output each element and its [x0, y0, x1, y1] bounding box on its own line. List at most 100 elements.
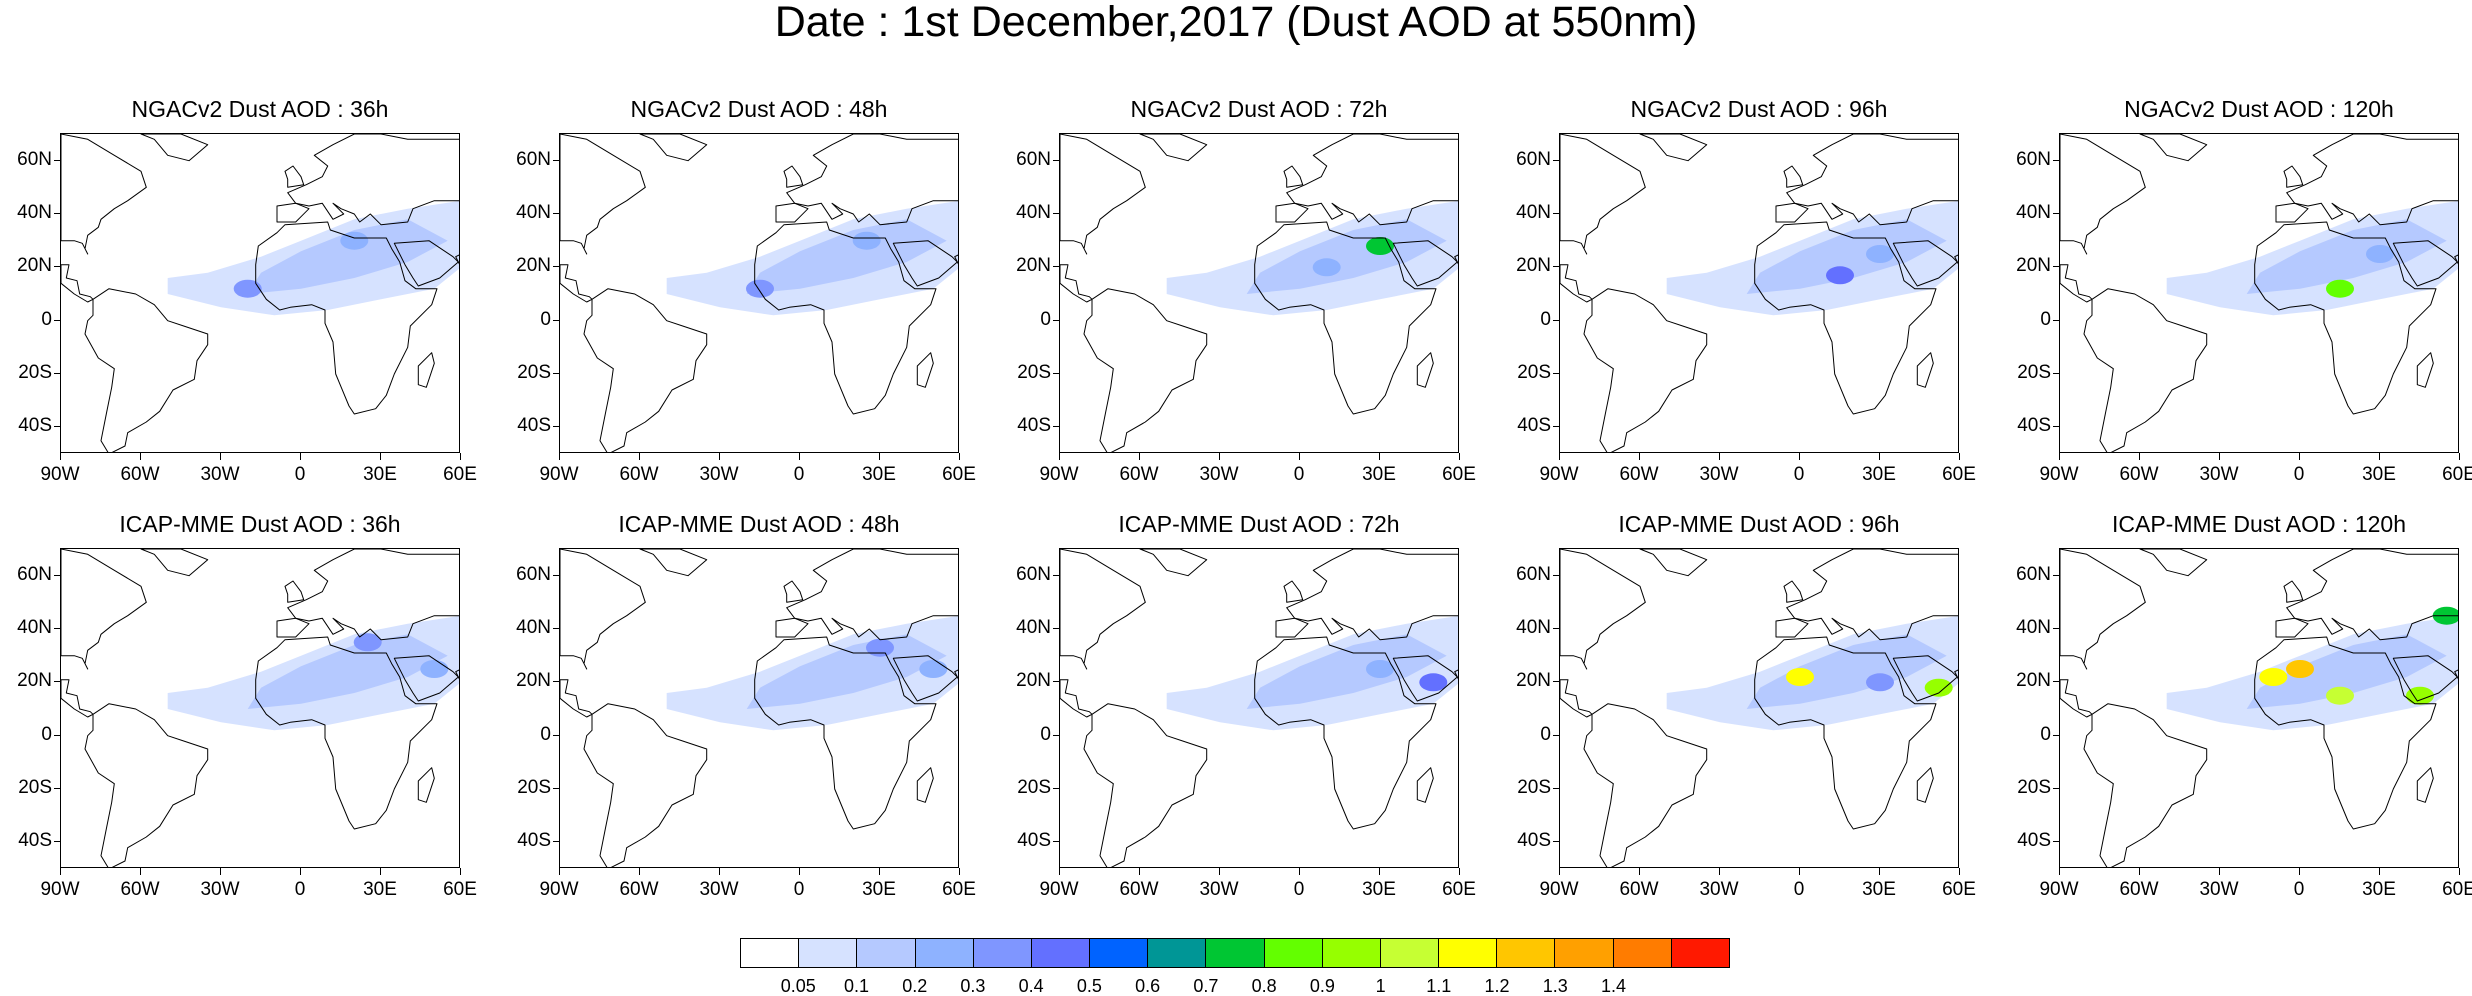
panel-title: ICAP-MME Dust AOD : 96h — [1618, 511, 1900, 537]
latitude-tick — [1553, 628, 1559, 629]
longitude-tick — [639, 453, 640, 460]
longitude-tick — [1219, 868, 1220, 875]
longitude-tick — [639, 868, 640, 875]
latitude-tick — [2053, 628, 2059, 629]
longitude-label: 30E — [862, 464, 896, 485]
latitude-tick — [2053, 681, 2059, 683]
longitude-label: 60W — [619, 879, 659, 900]
colorbar-box — [1380, 939, 1440, 967]
colorbar-label: 0.2 — [902, 976, 928, 996]
latitude-tick — [1553, 574, 1559, 576]
dust-hotspot — [919, 660, 948, 678]
dust-plume-core — [746, 634, 947, 709]
latitude-label: 20N — [2016, 255, 2051, 277]
longitude-label: 60W — [1619, 464, 1659, 485]
latitude-label: 60N — [2016, 148, 2051, 170]
dust-hotspot — [866, 638, 894, 657]
longitude-tick — [140, 453, 141, 460]
latitude-label: 40S — [1017, 415, 1051, 437]
longitude-tick — [2459, 453, 2460, 460]
latitude-label: 0 — [41, 723, 52, 745]
longitude-tick — [1959, 868, 1960, 875]
map-area — [60, 548, 460, 868]
colorbar-label: 0.8 — [1251, 976, 1277, 996]
dust-hotspot — [2259, 668, 2288, 686]
latitude-label: 0 — [2040, 723, 2051, 745]
colorbar-box — [1206, 939, 1265, 967]
latitude-tick — [553, 266, 559, 268]
longitude-tick — [2139, 868, 2140, 875]
dust-hotspot — [1419, 673, 1448, 692]
latitude-tick — [553, 734, 559, 736]
dust-hotspot — [340, 231, 369, 250]
dust-hotspot — [2326, 279, 2354, 298]
longitude-tick — [1719, 868, 1720, 875]
dust-hotspot — [2406, 686, 2434, 705]
longitude-label: 30E — [1362, 879, 1396, 900]
longitude-label: 30W — [200, 879, 240, 900]
longitude-label: 90W — [1539, 464, 1579, 485]
dust-hotspot — [852, 231, 881, 250]
longitude-tick — [1879, 453, 1880, 460]
latitude-tick — [54, 266, 60, 268]
latitude-tick — [1053, 159, 1059, 161]
longitude-label: 30E — [1862, 464, 1896, 485]
longitude-tick — [1059, 453, 1060, 460]
dust-hotspot — [1866, 245, 1894, 263]
map-panel: ICAP-MME Dust AOD : 48h 60N 40N 20N 0 20S 40S… — [516, 510, 976, 900]
latitude-tick — [1053, 681, 1059, 683]
longitude-label: 0 — [1293, 464, 1305, 485]
dust-hotspot — [1826, 266, 1854, 285]
colorbar-label: 0.4 — [1018, 976, 1044, 996]
latitude-tick — [553, 426, 559, 428]
colorbar-label: 1.3 — [1542, 976, 1568, 996]
longitude-tick — [1959, 453, 1960, 460]
longitude-label: 90W — [539, 464, 579, 485]
map-panel: NGACv2 Dust AOD : 96h 60N 40N 20N 0 20S 40S 90… — [1516, 95, 1976, 485]
longitude-label: 30W — [2199, 879, 2239, 900]
longitude-label: 90W — [539, 879, 579, 900]
map-area — [1059, 548, 1459, 868]
longitude-tick — [380, 868, 381, 875]
longitude-label: 60E — [443, 464, 477, 485]
latitude-tick — [1553, 266, 1559, 268]
panel-title: ICAP-MME Dust AOD : 48h — [618, 511, 900, 537]
colorbar-label: 0.9 — [1309, 976, 1335, 996]
longitude-label: 30W — [1699, 879, 1739, 900]
dust-hotspot — [233, 279, 262, 298]
colorbar-box — [973, 939, 1032, 967]
longitude-label: 0 — [1793, 464, 1805, 485]
dust-plume-core — [2246, 634, 2447, 709]
latitude-label: 40S — [1517, 415, 1551, 437]
colorbar-box — [1439, 939, 1498, 967]
longitude-tick — [1459, 453, 1460, 460]
longitude-tick — [1059, 868, 1060, 875]
longitude-label: 60E — [1442, 464, 1476, 485]
latitude-label: 20N — [1516, 670, 1551, 692]
latitude-label: 60N — [1516, 563, 1551, 585]
longitude-tick — [1379, 868, 1380, 875]
colorbar-label: 0.05 — [780, 976, 816, 996]
panel-title: NGACv2 Dust AOD : 72h — [1130, 96, 1388, 122]
latitude-tick — [1053, 788, 1059, 789]
panel-title: NGACv2 Dust AOD : 36h — [131, 96, 389, 122]
longitude-label: 30W — [200, 464, 240, 485]
map-svg — [61, 134, 459, 452]
colorbar-box — [1497, 939, 1556, 967]
latitude-tick — [553, 628, 559, 629]
latitude-label: 20N — [17, 670, 52, 692]
map-svg — [1560, 549, 1958, 867]
latitude-label: 60N — [1516, 148, 1551, 170]
longitude-label: 60E — [443, 879, 477, 900]
panel-title: NGACv2 Dust AOD : 48h — [630, 96, 888, 122]
latitude-label: 20S — [1517, 777, 1551, 798]
latitude-label: 0 — [1540, 308, 1551, 330]
dust-hotspot — [2366, 245, 2394, 263]
longitude-label: 30E — [1362, 464, 1396, 485]
longitude-tick — [1639, 868, 1640, 875]
longitude-label: 30W — [1199, 879, 1239, 900]
longitude-tick — [1799, 868, 1800, 875]
latitude-tick — [2053, 734, 2059, 736]
latitude-label: 60N — [516, 148, 551, 170]
longitude-tick — [60, 453, 61, 460]
